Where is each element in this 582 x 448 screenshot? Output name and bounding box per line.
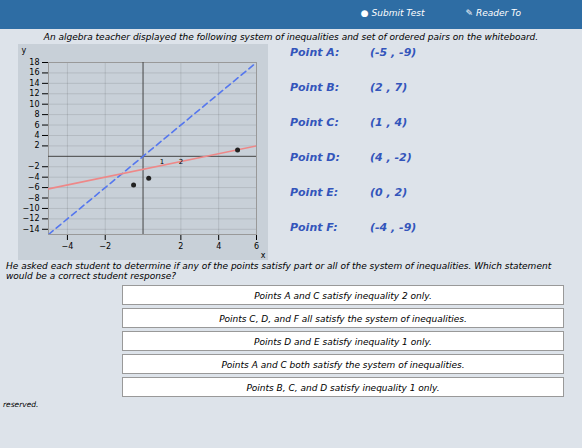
html-text:(1 , 4): (1 , 4) bbox=[370, 116, 408, 129]
html-text:An algebra teacher displayed t: An algebra teacher displayed the followi… bbox=[43, 32, 539, 42]
svg-text:−2: −2 bbox=[99, 242, 111, 251]
svg-text:−10: −10 bbox=[23, 204, 40, 213]
svg-text:−6: −6 bbox=[28, 183, 40, 192]
svg-text:−4: −4 bbox=[62, 242, 74, 251]
svg-text:10: 10 bbox=[29, 100, 39, 109]
html-text:Points C, D, and F all satisfy: Points C, D, and F all satisfy the syste… bbox=[219, 314, 467, 324]
html-text:Point E:: Point E: bbox=[290, 186, 339, 199]
svg-text:12: 12 bbox=[29, 89, 39, 98]
html-text:● Submit Test: ● Submit Test bbox=[360, 8, 425, 18]
svg-text:−14: −14 bbox=[23, 225, 40, 234]
svg-text:y: y bbox=[22, 46, 27, 55]
html-text:(-4 , -9): (-4 , -9) bbox=[370, 221, 417, 234]
svg-text:18: 18 bbox=[29, 58, 39, 67]
html-text:Point C:: Point C: bbox=[290, 116, 339, 129]
html-text:(2 , 7): (2 , 7) bbox=[370, 81, 408, 94]
svg-text:4: 4 bbox=[216, 242, 221, 251]
html-text:reserved.: reserved. bbox=[3, 400, 39, 409]
svg-text:8: 8 bbox=[34, 110, 39, 119]
svg-text:6: 6 bbox=[34, 121, 39, 130]
html-text:(4 , -2): (4 , -2) bbox=[370, 151, 412, 164]
svg-text:2: 2 bbox=[179, 158, 183, 166]
svg-text:1: 1 bbox=[160, 158, 164, 166]
html-text:He asked each student to deter: He asked each student to determine if an… bbox=[6, 261, 552, 281]
html-text:Points D and E satisfy inequal: Points D and E satisfy inequality 1 only… bbox=[254, 337, 432, 347]
svg-text:16: 16 bbox=[29, 68, 39, 77]
html-text:(0 , 2): (0 , 2) bbox=[370, 186, 408, 199]
html-text:✎ Reader To: ✎ Reader To bbox=[465, 8, 521, 18]
svg-text:6: 6 bbox=[254, 242, 259, 251]
html-text:(-5 , -9): (-5 , -9) bbox=[370, 46, 417, 59]
html-text:Points A and C both satisfy th: Points A and C both satisfy the system o… bbox=[221, 360, 465, 370]
html-text:Point F:: Point F: bbox=[290, 221, 338, 234]
svg-text:2: 2 bbox=[178, 242, 183, 251]
svg-text:−12: −12 bbox=[23, 214, 40, 223]
svg-text:−8: −8 bbox=[28, 194, 40, 203]
svg-text:−2: −2 bbox=[28, 162, 40, 171]
svg-text:−4: −4 bbox=[28, 173, 40, 182]
svg-text:14: 14 bbox=[29, 79, 39, 88]
svg-text:2: 2 bbox=[34, 141, 39, 150]
html-text:Points B, C, and D satisfy ine: Points B, C, and D satisfy inequality 1 … bbox=[246, 383, 440, 393]
html-text:Point A:: Point A: bbox=[290, 46, 340, 59]
svg-text:x: x bbox=[261, 251, 266, 260]
html-text:Point B:: Point B: bbox=[290, 81, 340, 94]
svg-text:4: 4 bbox=[34, 131, 39, 140]
html-text:Points A and C satisfy inequal: Points A and C satisfy inequality 2 only… bbox=[254, 291, 432, 301]
html-text:Point D:: Point D: bbox=[290, 151, 340, 164]
